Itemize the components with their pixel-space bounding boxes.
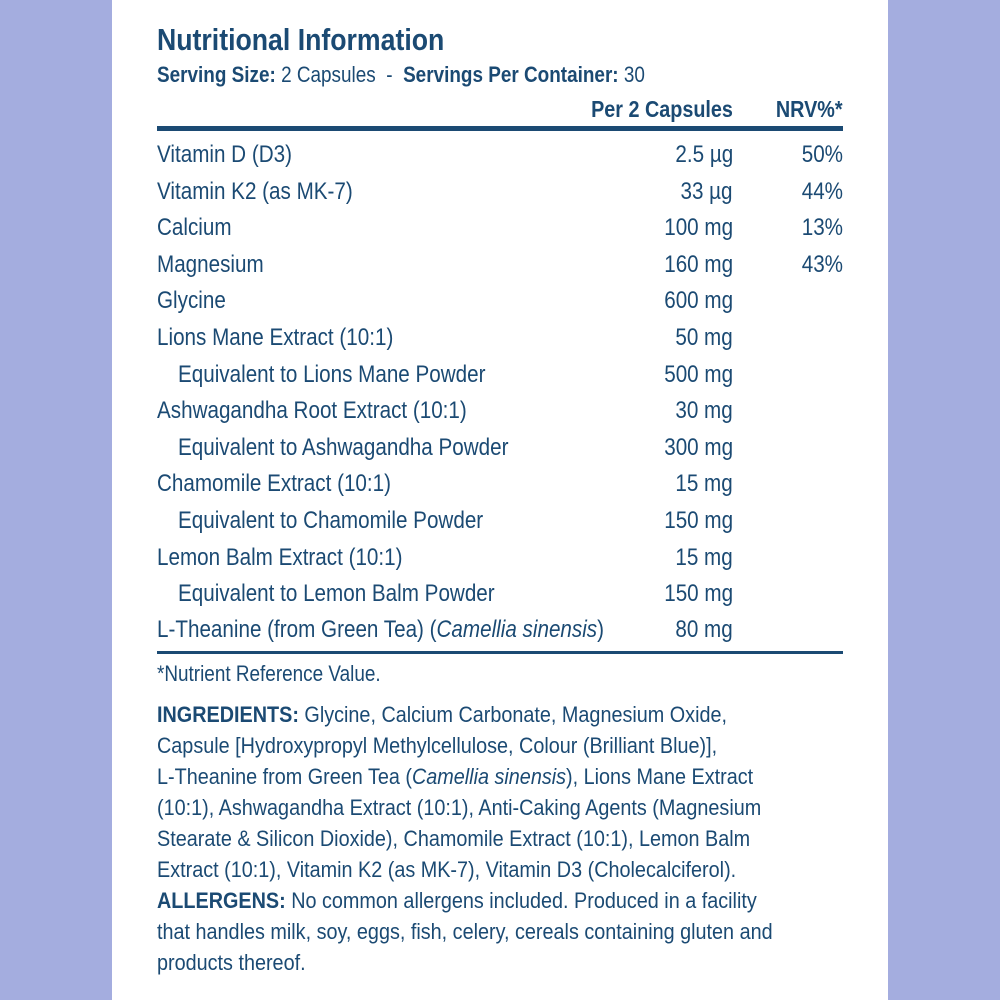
nutrient-name: Magnesium [157,250,264,278]
nutrient-nrv: 44% [801,177,843,205]
name-italic: Camellia sinensis [436,616,598,643]
separator: - [375,62,404,87]
name-text: L-Theanine (from Green Tea) ( [157,616,437,643]
nutrient-amount: 33 µg [680,177,733,205]
ingredients-line: Extract (10:1), Vitamin K2 (as MK-7), Vi… [157,857,737,882]
nutrient-name: Equivalent to Chamomile Powder [178,507,484,534]
nutrient-name: Equivalent to Lions Mane Powder [178,360,486,388]
nutrient-name: Lemon Balm Extract (10:1) [157,543,403,571]
nutrient-nrv: 13% [801,214,843,242]
nutrient-name: L-Theanine (from Green Tea) (Camellia si… [157,618,604,642]
ingredients-line: INGREDIENTS: Glycine, Calcium Carbonate,… [157,704,727,726]
serving-size-value: 2 Capsules [275,62,376,87]
allergens-line: ALLERGENS: No common allergens included.… [157,890,757,912]
nutrient-amount: 2.5 µg [675,141,733,168]
nutrient-name: Lions Mane Extract (10:1) [157,324,394,351]
header-amount: Per 2 Capsules [591,96,733,122]
ingredients-line: L-Theanine from Green Tea (Camellia sine… [157,766,753,788]
header-rule [157,126,843,131]
nutrient-nrv: 50% [801,141,843,168]
ingredients-text: Glycine, Calcium Carbonate, Magnesium Ox… [298,702,728,727]
nutrient-name: Equivalent to Lemon Balm Powder [178,580,495,608]
nutrient-amount: 500 mg [664,360,733,388]
ingredients-line: (10:1), Ashwagandha Extract (10:1), Anti… [157,795,762,820]
serving-size-label: Serving Size: [157,62,276,87]
allergens-line: products thereof. [157,950,306,975]
nutrient-amount: 15 mg [675,470,733,498]
ingredients-italic: Camellia sinensis [411,764,567,789]
servings-per-container-value: 30 [618,62,645,87]
header-nrv: NRV%* [776,96,843,122]
footer-rule [157,651,843,654]
nutrient-amount: 160 mg [664,250,733,278]
nutrient-nrv: 43% [801,250,843,278]
nutrient-name: Ashwagandha Root Extract (10:1) [157,397,467,425]
footnote: *Nutrient Reference Value. [157,661,381,686]
serving-info: Serving Size: 2 Capsules - Servings Per … [157,64,645,86]
nutrient-amount: 150 mg [664,507,733,534]
ingredients-text: ), Lions Mane Extract [566,764,754,789]
allergens-line: that handles milk, soy, eggs, fish, cele… [157,919,773,944]
nutrient-name: Equivalent to Ashwagandha Powder [178,433,509,461]
nutrient-amount: 50 mg [675,324,733,351]
ingredients-text: L-Theanine from Green Tea ( [157,764,412,789]
allergens-label: ALLERGENS: [157,888,286,913]
name-end: ) [597,616,605,643]
page-title: Nutritional Information [157,22,445,57]
nutrient-amount: 30 mg [675,397,733,425]
allergens-text: No common allergens included. Produced i… [285,888,757,913]
nutrient-amount: 80 mg [675,616,733,643]
ingredients-line: Stearate & Silicon Dioxide), Chamomile E… [157,826,751,851]
nutrient-amount: 600 mg [664,287,733,315]
ingredients-line: Capsule [Hydroxypropyl Methylcellulose, … [157,733,718,758]
nutrient-name: Vitamin D (D3) [157,141,292,168]
nutrient-amount: 300 mg [664,433,733,461]
servings-per-container-label: Servings Per Container: [403,62,619,87]
nutrient-name: Calcium [157,214,232,242]
nutrient-amount: 15 mg [675,543,733,571]
nutrient-amount: 150 mg [664,580,733,608]
nutrient-amount: 100 mg [664,214,733,242]
nutrient-name: Chamomile Extract (10:1) [157,470,392,498]
nutrient-name: Glycine [157,287,226,315]
nutrient-name: Vitamin K2 (as MK-7) [157,177,353,205]
ingredients-label: INGREDIENTS: [157,702,299,727]
label-panel [112,0,888,1000]
